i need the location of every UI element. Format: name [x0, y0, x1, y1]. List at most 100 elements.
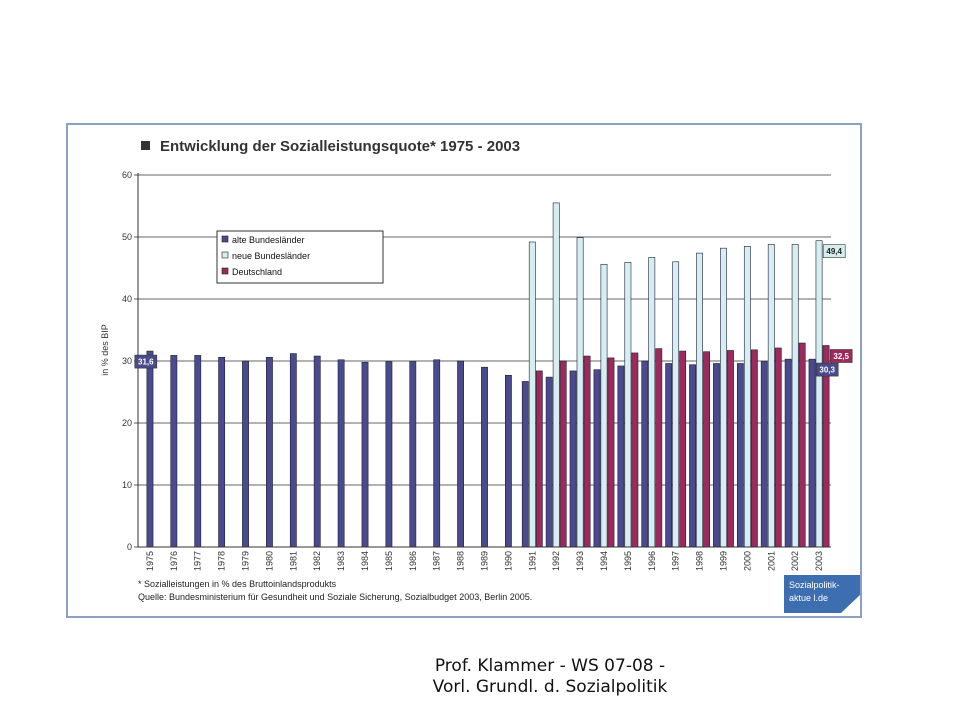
- bar-deutschland-1997: [679, 350, 687, 548]
- y-tick-label: 50: [122, 232, 132, 242]
- bar-alte-bundesl-nder-1982: [313, 355, 321, 548]
- legend-swatch-alte: [221, 235, 229, 243]
- bar-alte-bundesl-nder-1995: [617, 365, 625, 548]
- x-tick-label: 1976: [169, 551, 179, 571]
- title-marker: [141, 141, 150, 150]
- value-label-box: [829, 349, 853, 363]
- bar-deutschland-1998: [703, 351, 710, 548]
- footer-line-1: Prof. Klammer - WS 07-08 -: [434, 656, 666, 676]
- x-tick-label: 1982: [312, 551, 322, 571]
- bar-neue-bundesl-nder-2002: [791, 244, 799, 548]
- bar-alte-bundesl-nder-1983: [337, 359, 345, 548]
- bar-alte-bundesl-nder-1993: [569, 370, 577, 548]
- x-tick-label: 2002: [790, 551, 800, 571]
- bar-alte-bundesl-nder-1991: [521, 381, 529, 548]
- bar-neue-bundesl-nder-2001: [767, 244, 775, 548]
- bar-deutschland-2000: [750, 349, 758, 548]
- value-label-box: [134, 354, 158, 369]
- x-tick-label: 1980: [264, 551, 274, 571]
- bar-alte-bundesl-nder-1998: [689, 364, 696, 548]
- x-tick-label: 1991: [527, 551, 537, 571]
- bar-deutschland-2001: [774, 347, 782, 548]
- bar-deutschland-1993: [583, 355, 591, 548]
- legend-box: [216, 230, 384, 284]
- x-tick-label: 1992: [551, 551, 561, 571]
- x-tick-label: 1987: [432, 551, 442, 571]
- x-tick-label: 1978: [217, 551, 227, 571]
- x-tick-label: 1981: [288, 551, 298, 571]
- bar-neue-bundesl-nder-1991: [528, 241, 536, 548]
- bar-layer: [146, 202, 830, 548]
- bar-alte-bundesl-nder-1977: [194, 355, 202, 548]
- sozialpolitik-logo[interactable]: Sozialpolitik- aktue l.de: [784, 575, 860, 613]
- bar-neue-bundesl-nder-1992: [552, 202, 560, 548]
- x-tick-label: 1979: [241, 551, 251, 571]
- value-label-box: [815, 362, 839, 377]
- bar-deutschland-1995: [631, 352, 639, 548]
- bar-alte-bundesl-nder-1986: [409, 361, 417, 548]
- x-tick-label: 2003: [814, 551, 824, 571]
- legend: alte Bundesländer neue Bundesländer Deut…: [216, 230, 384, 284]
- bar-alte-bundesl-nder-1979: [242, 360, 249, 548]
- value-label: 30,3: [819, 366, 835, 375]
- bar-alte-bundesl-nder-2001: [760, 361, 768, 548]
- legend-swatch-neue: [221, 251, 229, 259]
- bar-alte-bundesl-nder-1985: [385, 361, 393, 548]
- x-tick-label: 1988: [456, 551, 466, 571]
- x-tick-label: 1997: [671, 551, 681, 571]
- y-axis-label: in % des BIP: [100, 324, 110, 376]
- value-label: 32,5: [833, 352, 849, 361]
- bar-alte-bundesl-nder-1994: [593, 369, 601, 548]
- bar-alte-bundesl-nder-2003: [808, 358, 816, 548]
- x-tick-label: 1985: [384, 551, 394, 571]
- chart-svg: Entwicklung der Sozialleistungsquote* 19…: [100, 138, 860, 613]
- bar-neue-bundesl-nder-1993: [576, 237, 584, 548]
- bar-alte-bundesl-nder-2000: [736, 363, 744, 548]
- logo-line-2: aktue l.de: [789, 593, 828, 603]
- bar-neue-bundesl-nder-2003: [815, 240, 823, 548]
- x-tick-label: 1989: [480, 551, 490, 571]
- bar-alte-bundesl-nder-1989: [481, 366, 488, 548]
- bar-neue-bundesl-nder-1998: [696, 252, 703, 548]
- bar-neue-bundesl-nder-1999: [720, 247, 727, 548]
- y-tick-label: 40: [122, 294, 132, 304]
- logo-badge-shape: [784, 575, 860, 613]
- bar-alte-bundesl-nder-1988: [457, 360, 464, 548]
- bar-deutschland-1996: [655, 348, 663, 548]
- bar-neue-bundesl-nder-2000: [743, 246, 751, 548]
- slide-footer: Prof. Klammer - WS 07-08 - Vorl. Grundl.…: [380, 656, 720, 698]
- annotation-layer: 31,6 49,4 32,5 30,3: [134, 244, 853, 377]
- bar-deutschland-1991: [535, 370, 543, 548]
- bar-deutschland-2002: [798, 342, 806, 548]
- bar-alte-bundesl-nder-1976: [170, 355, 178, 548]
- legend-label-deutschland: Deutschland: [232, 267, 282, 277]
- chart-title: Entwicklung der Sozialleistungsquote* 19…: [160, 138, 520, 155]
- y-tick-label: 0: [127, 542, 132, 552]
- x-tick-label: 1999: [719, 551, 729, 571]
- logo-line-1: Sozialpolitik-: [789, 580, 840, 590]
- x-tick-label: 1983: [336, 551, 346, 571]
- x-tick-label: 1993: [575, 551, 585, 571]
- y-tick-label: 30: [122, 356, 132, 366]
- bar-neue-bundesl-nder-1997: [672, 261, 680, 548]
- bar-deutschland-1999: [727, 350, 734, 548]
- bar-alte-bundesl-nder-1997: [665, 363, 673, 548]
- legend-swatch-deutschland: [221, 267, 229, 275]
- x-tick-label: 1984: [360, 551, 370, 571]
- bar-alte-bundesl-nder-1996: [641, 360, 649, 548]
- bar-deutschland-1992: [559, 360, 567, 548]
- value-label-box: [822, 244, 846, 258]
- bar-neue-bundesl-nder-1994: [600, 263, 608, 548]
- y-tick-label: 60: [122, 170, 132, 180]
- bar-alte-bundesl-nder-1980: [266, 356, 273, 548]
- x-tick-label: 1994: [599, 551, 609, 571]
- x-tick-label: 1977: [193, 551, 203, 571]
- x-tick-label: 1990: [503, 551, 513, 571]
- bar-alte-bundesl-nder-1990: [504, 374, 512, 548]
- footnote-1: * Sozialleistungen in % des Bruttoinland…: [138, 579, 337, 589]
- bar-alte-bundesl-nder-1992: [545, 376, 553, 548]
- x-tick-label: 1996: [647, 551, 657, 571]
- x-tick-label: 1986: [408, 551, 418, 571]
- bar-alte-bundesl-nder-1984: [361, 361, 369, 548]
- bar-neue-bundesl-nder-1995: [624, 262, 632, 548]
